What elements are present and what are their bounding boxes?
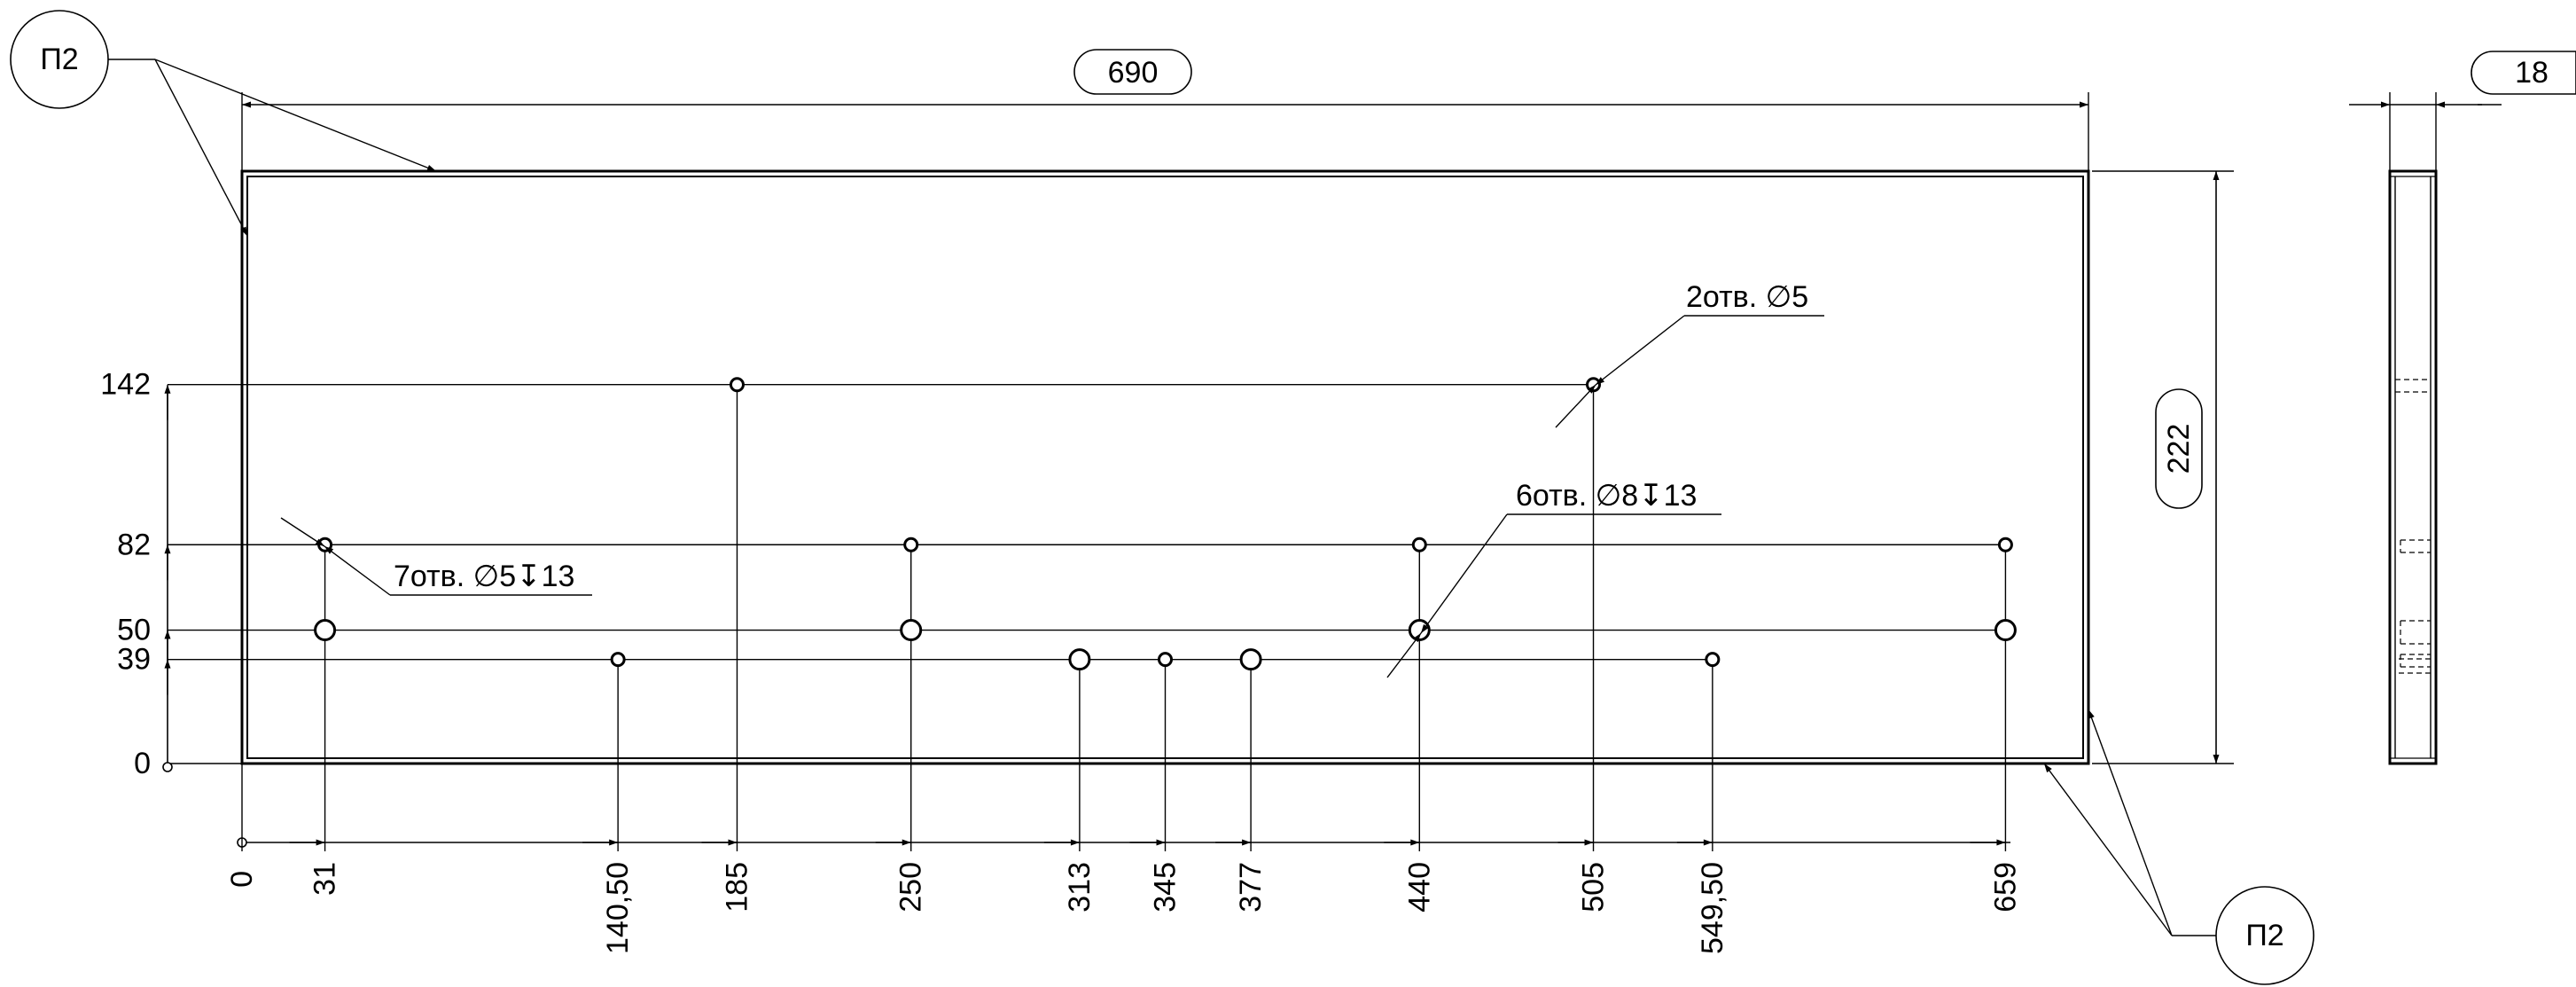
callout-d8-blind: 6отв. ∅8↧13 — [1386, 479, 1721, 678]
x-coordinate-label: 250 — [894, 862, 928, 913]
length-value: 690 — [1108, 56, 1159, 90]
hole-d8 — [900, 619, 923, 642]
x-coordinate-label: 313 — [1063, 862, 1097, 913]
holes-group — [314, 377, 2017, 671]
thickness-value: 18 — [2515, 56, 2549, 90]
edge-tag-bottom-label: П2 — [2245, 919, 2283, 952]
y-coordinate-label: 0 — [134, 747, 151, 780]
height-value: 222 — [2162, 424, 2196, 474]
hole-d8 — [314, 619, 337, 642]
x-coordinate-label: 140,50 — [601, 862, 635, 954]
hole-d8 — [1068, 648, 1091, 671]
x-coordinate-label: 505 — [1577, 862, 1611, 913]
x-coordinate-label: 549,50 — [1696, 862, 1729, 954]
hole-d5 — [317, 537, 333, 552]
hole-d8 — [1239, 648, 1262, 671]
x-origin-label: 0 — [225, 871, 259, 888]
height-dimension: 222 — [2092, 170, 2234, 764]
x-coordinate-labels: 31 140,50 185 250 313 345 377 440 505 549,50 659 — [308, 862, 2023, 954]
y-coordinate-label: 39 — [117, 643, 151, 677]
hole-d5 — [1586, 377, 1602, 393]
x-coordinate-label: 345 — [1149, 862, 1183, 913]
callout-d5-blind: 7отв. ∅5↧13 — [280, 517, 592, 596]
callout-d5-through-text: 2отв. ∅5 — [1686, 280, 1808, 314]
y-coordinate-label: 50 — [117, 614, 151, 647]
hole-d5 — [1997, 537, 2013, 552]
hole-d8 — [1994, 619, 2017, 642]
callout-d5-through: 2отв. ∅5 — [1555, 280, 1824, 428]
x-coordinate-label: 659 — [1988, 862, 2022, 913]
hole-d5 — [610, 652, 626, 668]
callout-d8-blind-text: 6отв. ∅8↧13 — [1516, 479, 1697, 513]
y-baseline — [162, 387, 173, 772]
side-view: 18 — [2349, 51, 2576, 765]
hole-d5 — [1158, 652, 1173, 668]
x-baseline — [237, 764, 2010, 851]
hole-d5 — [729, 377, 745, 393]
coordinate-leaders — [168, 384, 2007, 851]
y-coordinate-label: 142 — [100, 368, 151, 402]
callout-d5-blind-text: 7отв. ∅5↧13 — [394, 560, 574, 593]
x-coordinate-label: 185 — [720, 862, 753, 913]
x-coordinate-label: 377 — [1234, 862, 1268, 913]
hole-d8 — [1408, 619, 1431, 642]
x-coordinate-label: 440 — [1402, 862, 1436, 913]
hole-d5 — [1705, 652, 1721, 668]
edge-tag-top-label: П2 — [40, 43, 78, 76]
hole-d5 — [1411, 537, 1427, 552]
hole-d5 — [903, 537, 919, 552]
edge-tag-bottom: П2 — [2043, 709, 2314, 985]
edge-tag-top: П2 — [10, 10, 437, 237]
length-dimension: 690 — [241, 49, 2089, 171]
y-coordinate-label: 82 — [117, 528, 151, 561]
x-coordinate-label: 31 — [308, 862, 342, 896]
